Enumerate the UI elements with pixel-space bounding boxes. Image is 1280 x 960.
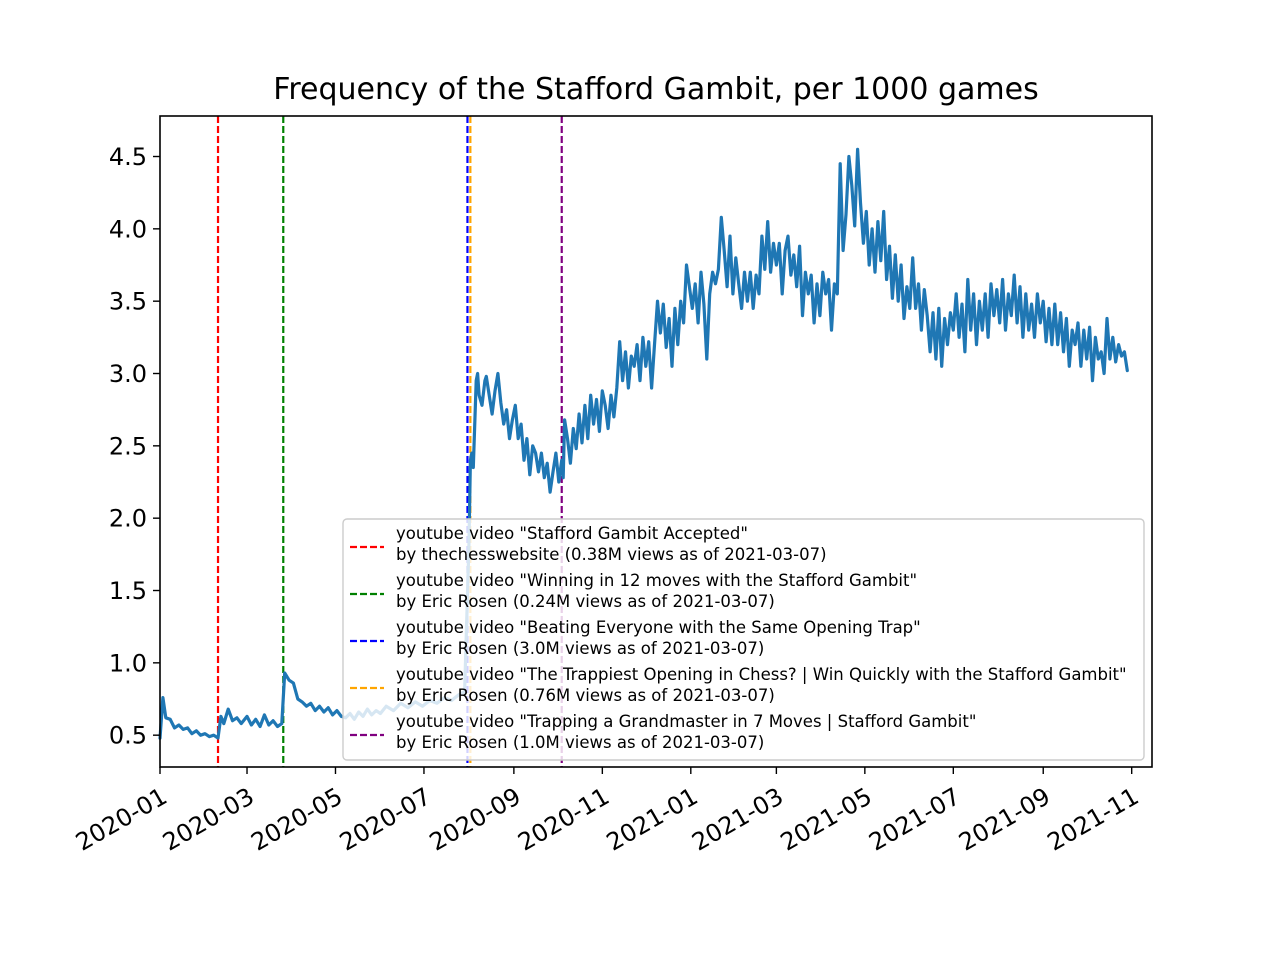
x-tick-label: 2020-01 xyxy=(71,782,172,856)
y-tick-label: 1.0 xyxy=(109,649,147,677)
legend-entry-3-subtitle: by Eric Rosen (3.0M views as of 2021-03-… xyxy=(396,639,764,658)
y-tick-label: 4.0 xyxy=(109,215,147,243)
y-tick-label: 0.5 xyxy=(109,722,147,750)
legend-entry-4-title: youtube video "The Trappiest Opening in … xyxy=(396,665,1127,684)
y-tick-label: 4.5 xyxy=(109,143,147,171)
y-tick-label: 3.0 xyxy=(109,360,147,388)
y-tick-label: 2.0 xyxy=(109,505,147,533)
legend-entry-5-title: youtube video "Trapping a Grandmaster in… xyxy=(396,712,976,731)
chart-title: Frequency of the Stafford Gambit, per 10… xyxy=(273,72,1038,107)
x-tick-label: 2021-03 xyxy=(687,782,788,856)
axis-frame xyxy=(159,115,1153,768)
x-tick-label: 2020-03 xyxy=(158,782,259,856)
x-tick-label: 2021-11 xyxy=(1043,782,1144,856)
x-tick-label: 2020-05 xyxy=(246,782,347,856)
y-tick-label: 1.5 xyxy=(109,577,147,605)
legend-entry-4-subtitle: by Eric Rosen (0.76M views as of 2021-03… xyxy=(396,686,775,705)
y-tick-label: 2.5 xyxy=(109,432,147,460)
legend-entry-3-title: youtube video "Beating Everyone with the… xyxy=(396,618,921,637)
x-tick-label: 2021-09 xyxy=(954,782,1055,856)
legend-entry-2-subtitle: by Eric Rosen (0.24M views as of 2021-03… xyxy=(396,592,775,611)
legend-entry-2-title: youtube video "Winning in 12 moves with … xyxy=(396,571,917,590)
x-tick-label: 2021-05 xyxy=(776,782,877,856)
x-tick-label: 2021-07 xyxy=(864,782,965,856)
legend-entry-5-subtitle: by Eric Rosen (1.0M views as of 2021-03-… xyxy=(396,733,764,752)
legend-box xyxy=(342,518,1145,761)
legend-entry-1-title: youtube video "Stafford Gambit Accepted" xyxy=(396,524,748,543)
legend: youtube video "Stafford Gambit Accepted"… xyxy=(342,518,1145,761)
y-tick-label: 3.5 xyxy=(109,288,147,316)
x-tick-label: 2020-09 xyxy=(425,782,526,856)
legend-entry-1-subtitle: by thechesswebsite (0.38M views as of 20… xyxy=(396,545,827,564)
x-tick-label: 2020-07 xyxy=(335,782,436,856)
x-tick-label: 2020-11 xyxy=(513,782,614,856)
x-tick-label: 2021-01 xyxy=(602,782,703,856)
